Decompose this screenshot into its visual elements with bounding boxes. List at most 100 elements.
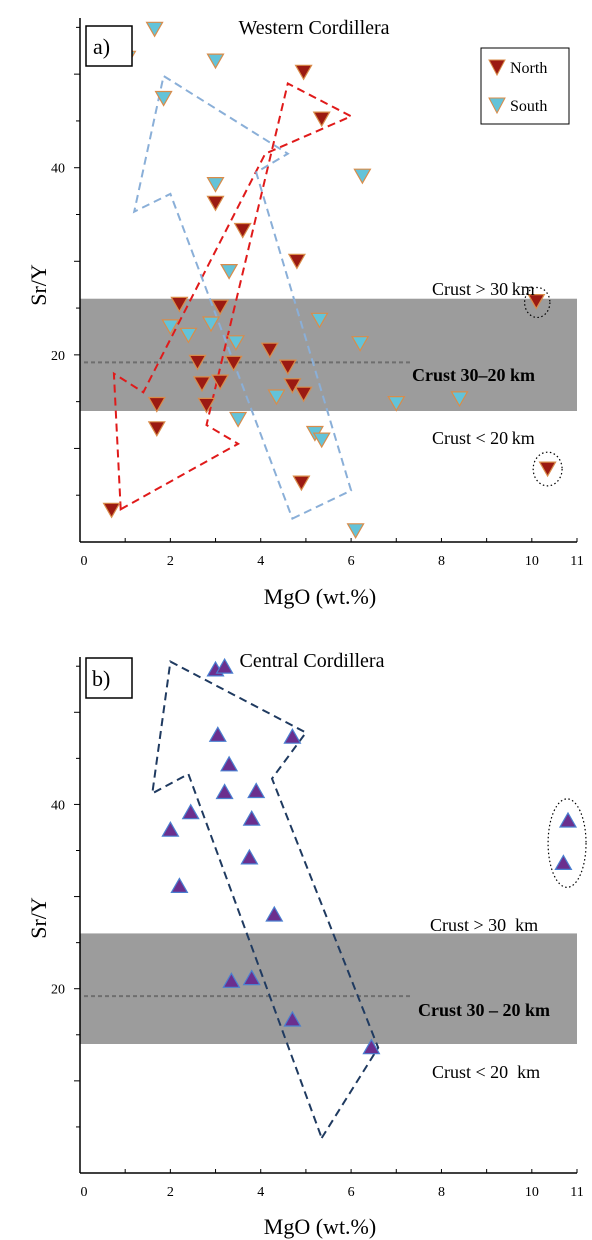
data-point xyxy=(206,195,225,212)
axes: 20 40 0 2 4 6 8 10 11 xyxy=(51,657,584,1200)
data-point xyxy=(278,359,297,376)
panel-a: 20 40 0 2 4 6 8 10 11 a) Western Cordillera Nort… xyxy=(26,17,584,609)
data-point xyxy=(265,905,284,922)
legend-north-label: North xyxy=(510,60,547,77)
panel-label: b) xyxy=(92,666,110,691)
data-point xyxy=(240,848,259,865)
data-points xyxy=(102,21,557,540)
data-point xyxy=(145,21,164,38)
data-point xyxy=(450,391,469,408)
crust-30-20-band xyxy=(80,298,577,411)
x-tick-label: 8 xyxy=(438,554,445,569)
y-tick-label: 20 xyxy=(51,349,65,364)
data-point xyxy=(220,264,239,280)
data-point xyxy=(215,783,234,800)
x-tick-label: 10 xyxy=(525,1185,539,1200)
data-point xyxy=(527,294,546,310)
data-point xyxy=(215,657,234,674)
panel-label-box xyxy=(85,25,133,67)
dashed-arrow-outline xyxy=(112,82,354,511)
data-point xyxy=(170,877,189,894)
x-tick-label: 6 xyxy=(348,1185,355,1200)
panel-label-box xyxy=(85,657,133,699)
data-point xyxy=(538,461,557,478)
y-tick-label: 40 xyxy=(51,162,65,177)
data-point xyxy=(226,335,245,352)
data-point xyxy=(147,396,166,413)
data-point xyxy=(242,809,261,826)
data-point xyxy=(247,782,266,799)
chart-title: Western Cordillera xyxy=(238,17,389,39)
legend-south-marker xyxy=(488,97,506,115)
legend-north-marker xyxy=(488,59,506,77)
data-point xyxy=(267,389,286,406)
data-point xyxy=(220,755,239,772)
data-point xyxy=(188,354,207,371)
x-axis-title: MgO (wt.%) xyxy=(264,584,376,609)
y-axis-title: Sr/Y xyxy=(26,897,51,939)
x-tick-label: 4 xyxy=(257,554,264,569)
data-point xyxy=(102,502,121,519)
data-point xyxy=(283,1010,302,1027)
data-point xyxy=(312,111,331,128)
data-point xyxy=(362,1038,381,1055)
data-point xyxy=(283,727,302,744)
x-tick-label: 6 xyxy=(348,554,355,569)
data-point xyxy=(206,53,225,70)
data-point xyxy=(260,342,279,359)
data-point xyxy=(346,523,365,540)
data-point xyxy=(554,854,573,871)
legend: North South xyxy=(480,47,570,125)
crust-30-20-band xyxy=(80,933,577,1044)
x-tick-label: 2 xyxy=(167,554,174,569)
dotted-circle-outline xyxy=(532,451,563,487)
data-point xyxy=(292,475,311,492)
data-point xyxy=(294,386,313,403)
crust-gt-30-label: Crust > 30 km xyxy=(432,279,535,299)
data-point xyxy=(310,312,329,329)
data-point xyxy=(353,168,372,185)
y-tick-label: 20 xyxy=(51,983,65,998)
data-point xyxy=(201,316,221,333)
data-point xyxy=(211,299,230,316)
data-point xyxy=(233,222,252,239)
crust-gt-30-label: Crust > 30 km xyxy=(430,915,538,935)
data-point xyxy=(287,253,306,270)
data-point xyxy=(229,411,248,428)
data-point xyxy=(294,64,313,81)
outline-group xyxy=(112,74,563,520)
data-point xyxy=(192,376,212,393)
data-point xyxy=(224,355,243,372)
crust-30-20-label: Crust 30 – 20 km xyxy=(418,1000,550,1020)
data-point xyxy=(181,803,200,820)
x-tick-label: 10 xyxy=(525,554,539,569)
x-tick-label: 0 xyxy=(81,554,88,569)
crust-lt-20-label: Crust < 20 km xyxy=(432,428,535,448)
panel-b: 20 40 0 2 4 6 8 10 11 b) Central Cordillera Crus… xyxy=(26,650,587,1239)
data-point xyxy=(161,820,180,837)
data-point xyxy=(206,177,225,193)
data-point xyxy=(222,972,241,988)
y-axis-title: Sr/Y xyxy=(26,264,51,306)
axes: 20 40 0 2 4 6 8 10 11 xyxy=(51,18,584,569)
dashed-arrow-outline xyxy=(151,660,380,1141)
outline-group xyxy=(151,660,587,1141)
data-point xyxy=(283,378,302,395)
data-point xyxy=(351,336,370,352)
data-point xyxy=(312,432,331,449)
data-point xyxy=(211,374,230,391)
x-tick-label: 11 xyxy=(570,1185,583,1200)
x-tick-label: 2 xyxy=(167,1185,174,1200)
y-tick-label: 40 xyxy=(51,798,65,813)
data-point xyxy=(387,396,406,412)
x-tick-label: 8 xyxy=(438,1185,445,1200)
data-point xyxy=(242,969,261,986)
x-tick-label: 11 xyxy=(570,554,583,569)
crust-lt-20-label: Crust < 20 km xyxy=(432,1062,540,1082)
data-point xyxy=(147,421,166,438)
data-point xyxy=(558,811,578,828)
data-points xyxy=(161,657,578,1055)
data-point xyxy=(170,296,189,313)
chart-title: Central Cordillera xyxy=(240,650,385,672)
